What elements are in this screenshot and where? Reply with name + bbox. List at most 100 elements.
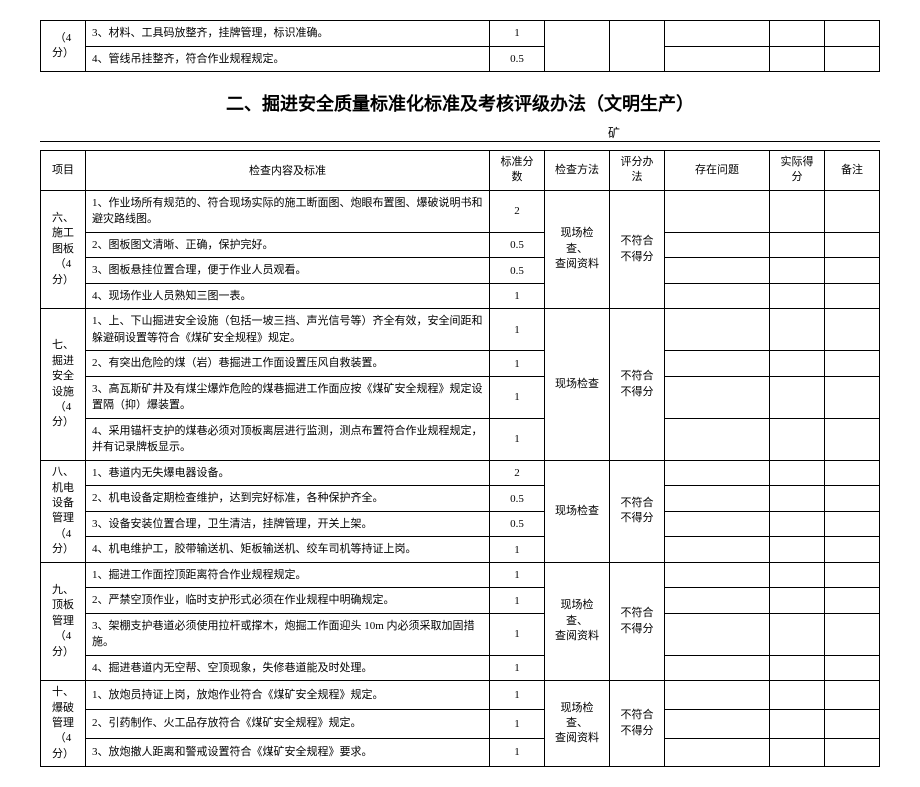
row-content: 1、放炮员持证上岗，放炮作业符合《煤矿安全规程》规定。: [86, 681, 490, 710]
row-note: [825, 232, 880, 258]
row-note: [825, 351, 880, 377]
row-score: 0.5: [490, 232, 545, 258]
header-content: 检查内容及标准: [86, 151, 490, 191]
table-row: 十、 爆破 管理 （4 分）1、放炮员持证上岗，放炮作业符合《煤矿安全规程》规定…: [41, 681, 880, 710]
row-note: [825, 460, 880, 486]
row-score: 1: [490, 537, 545, 563]
row-content: 1、掘进工作面控顶距离符合作业规程规定。: [86, 562, 490, 588]
row-actual: [770, 351, 825, 377]
row-issue: [665, 190, 770, 232]
row-content: 4、现场作业人员熟知三图一表。: [86, 283, 490, 309]
row-score: 1: [490, 351, 545, 377]
header-note: 备注: [825, 151, 880, 191]
top-note-cell: [825, 46, 880, 72]
row-actual: [770, 486, 825, 512]
section-proj: 六、 施工 图板 （4 分）: [41, 190, 86, 309]
header-score: 标准分数: [490, 151, 545, 191]
row-note: [825, 613, 880, 655]
row-content: 4、机电维护工，胶带输送机、矩板输送机、绞车司机等持证上岗。: [86, 537, 490, 563]
row-content: 2、图板图文清晰、正确，保护完好。: [86, 232, 490, 258]
table-row: 4、机电维护工，胶带输送机、矩板输送机、绞车司机等持证上岗。1: [41, 537, 880, 563]
top-note-cell: [825, 21, 880, 47]
row-actual: [770, 738, 825, 767]
header-row: 项目 检查内容及标准 标准分数 检查方法 评分办法 存在问题 实际得分 备注: [41, 151, 880, 191]
row-issue: [665, 460, 770, 486]
row-actual: [770, 283, 825, 309]
subtitle-suffix: 矿: [608, 124, 620, 141]
row-score: 1: [490, 613, 545, 655]
row-issue: [665, 655, 770, 681]
table-row: 2、图板图文清晰、正确，保护完好。0.5: [41, 232, 880, 258]
main-table: 项目 检查内容及标准 标准分数 检查方法 评分办法 存在问题 实际得分 备注 六…: [40, 150, 880, 767]
row-actual: [770, 588, 825, 614]
row-score: 1: [490, 283, 545, 309]
table-row: （4分） 3、材料、工具码放整齐，挂牌管理，标识准确。 1: [41, 21, 880, 47]
table-row: 九、 顶板 管理 （4 分）1、掘进工作面控顶距离符合作业规程规定。1现场检查、…: [41, 562, 880, 588]
row-content: 2、机电设备定期检查维护，达到完好标准，各种保护齐全。: [86, 486, 490, 512]
row-score: 0.5: [490, 486, 545, 512]
row-score: 0.5: [490, 258, 545, 284]
section-method: 现场检查、 查阅资料: [545, 681, 610, 767]
row-score: 1: [490, 562, 545, 588]
row-note: [825, 258, 880, 284]
section-grade: 不符合 不得分: [610, 460, 665, 562]
table-row: 4、管线吊挂整齐，符合作业规程规定。 0.5: [41, 46, 880, 72]
row-issue: [665, 588, 770, 614]
section-method: 现场检查、 查阅资料: [545, 190, 610, 309]
table-row: 2、严禁空顶作业，临时支护形式必须在作业规程中明确规定。1: [41, 588, 880, 614]
table-row: 2、机电设备定期检查维护，达到完好标准，各种保护齐全。0.5: [41, 486, 880, 512]
row-issue: [665, 709, 770, 738]
section-proj: 九、 顶板 管理 （4 分）: [41, 562, 86, 681]
table-row: 2、引药制作、火工品存放符合《煤矿安全规程》规定。1: [41, 709, 880, 738]
row-content: 2、引药制作、火工品存放符合《煤矿安全规程》规定。: [86, 709, 490, 738]
top-row-content: 4、管线吊挂整齐，符合作业规程规定。: [86, 46, 490, 72]
row-issue: [665, 309, 770, 351]
row-issue: [665, 738, 770, 767]
row-note: [825, 309, 880, 351]
row-actual: [770, 562, 825, 588]
row-note: [825, 562, 880, 588]
top-row-content: 3、材料、工具码放整齐，挂牌管理，标识准确。: [86, 21, 490, 47]
header-method: 检查方法: [545, 151, 610, 191]
row-note: [825, 655, 880, 681]
table-row: 八、 机电 设备 管理 （4 分）1、巷道内无失爆电器设备。2现场检查不符合 不…: [41, 460, 880, 486]
section-grade: 不符合 不得分: [610, 562, 665, 681]
top-proj-label: （4分）: [41, 21, 86, 72]
row-issue: [665, 562, 770, 588]
row-issue: [665, 258, 770, 284]
row-issue: [665, 486, 770, 512]
row-score: 2: [490, 460, 545, 486]
row-content: 3、图板悬挂位置合理，便于作业人员观看。: [86, 258, 490, 284]
row-score: 1: [490, 709, 545, 738]
section-method: 现场检查: [545, 460, 610, 562]
row-score: 1: [490, 681, 545, 710]
row-content: 3、高瓦斯矿井及有煤尘爆炸危险的煤巷掘进工作面应按《煤矿安全规程》规定设置隔（抑…: [86, 376, 490, 418]
row-actual: [770, 376, 825, 418]
table-row: 3、图板悬挂位置合理，便于作业人员观看。0.5: [41, 258, 880, 284]
table-row: 4、现场作业人员熟知三图一表。1: [41, 283, 880, 309]
row-note: [825, 283, 880, 309]
row-score: 2: [490, 190, 545, 232]
row-actual: [770, 460, 825, 486]
row-note: [825, 738, 880, 767]
top-row-score: 0.5: [490, 46, 545, 72]
top-row-score: 1: [490, 21, 545, 47]
row-actual: [770, 681, 825, 710]
row-issue: [665, 283, 770, 309]
top-grade-cell: [610, 21, 665, 72]
row-actual: [770, 709, 825, 738]
row-issue: [665, 232, 770, 258]
top-actual-cell: [770, 46, 825, 72]
row-note: [825, 486, 880, 512]
row-issue: [665, 681, 770, 710]
row-content: 2、严禁空顶作业，临时支护形式必须在作业规程中明确规定。: [86, 588, 490, 614]
row-actual: [770, 258, 825, 284]
row-note: [825, 537, 880, 563]
header-grade: 评分办法: [610, 151, 665, 191]
row-score: 1: [490, 309, 545, 351]
row-note: [825, 418, 880, 460]
row-issue: [665, 351, 770, 377]
row-issue: [665, 613, 770, 655]
section-grade: 不符合 不得分: [610, 309, 665, 461]
table-row: 六、 施工 图板 （4 分）1、作业场所有规范的、符合现场实际的施工断面图、炮眼…: [41, 190, 880, 232]
